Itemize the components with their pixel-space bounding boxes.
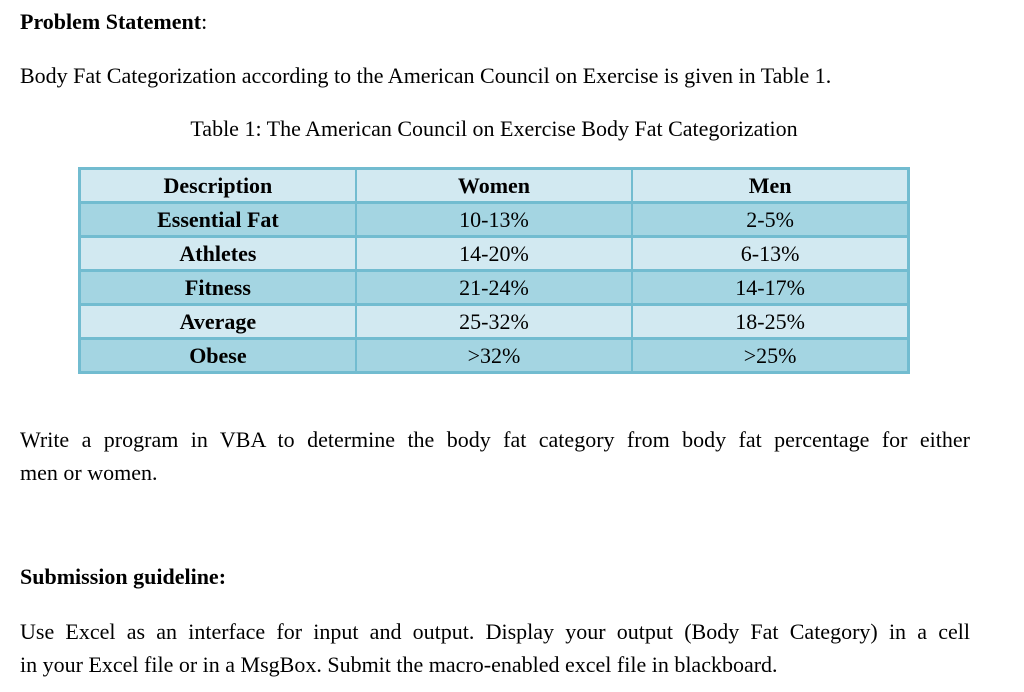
text-line: Use Excel as an interface for input and … <box>20 619 970 644</box>
cell-description: Fitness <box>78 269 357 306</box>
problem-statement-heading: Problem Statement: <box>20 9 207 35</box>
text-line: men or women. <box>20 460 158 485</box>
cell-men: 2-5% <box>631 201 910 238</box>
text-line: Write a program in VBA to determine the … <box>20 427 970 452</box>
text-line: in your Excel file or in a MsgBox. Submi… <box>20 652 778 677</box>
cell-women: 25-32% <box>354 303 634 340</box>
cell-description: Essential Fat <box>78 201 357 238</box>
table-row-fitness: Fitness 21-24% 14-17% <box>78 269 910 306</box>
submission-guideline-heading: Submission guideline: <box>20 564 226 590</box>
cell-men: >25% <box>631 337 910 374</box>
cell-men: 14-17% <box>631 269 910 306</box>
body-fat-table: Description Women Men Essential Fat 10-1… <box>78 167 910 374</box>
cell-description: Obese <box>78 337 357 374</box>
table-header-row: Description Women Men <box>78 167 910 204</box>
cell-men: 6-13% <box>631 235 910 272</box>
table-row-obese: Obese >32% >25% <box>78 337 910 374</box>
table-header-men: Men <box>631 167 910 204</box>
table-row-average: Average 25-32% 18-25% <box>78 303 910 340</box>
submission-guideline-heading-text: Submission guideline: <box>20 564 227 589</box>
task-paragraph: Write a program in VBA to determine the … <box>20 423 970 489</box>
intro-paragraph: Body Fat Categorization according to the… <box>20 63 832 88</box>
problem-statement-heading-text: Problem Statement <box>20 9 202 34</box>
table-row-athletes: Athletes 14-20% 6-13% <box>78 235 910 272</box>
table-row-essential-fat: Essential Fat 10-13% 2-5% <box>78 201 910 238</box>
table-header-women: Women <box>354 167 634 204</box>
cell-men: 18-25% <box>631 303 910 340</box>
problem-statement-heading-colon: : <box>201 9 208 34</box>
cell-women: 14-20% <box>354 235 634 272</box>
cell-description: Average <box>78 303 357 340</box>
table-caption: Table 1: The American Council on Exercis… <box>190 116 798 141</box>
cell-women: 21-24% <box>354 269 634 306</box>
table-header-description: Description <box>78 167 357 204</box>
cell-description: Athletes <box>78 235 357 272</box>
submission-paragraph: Use Excel as an interface for input and … <box>20 615 970 681</box>
cell-women: >32% <box>354 337 634 374</box>
cell-women: 10-13% <box>354 201 634 238</box>
